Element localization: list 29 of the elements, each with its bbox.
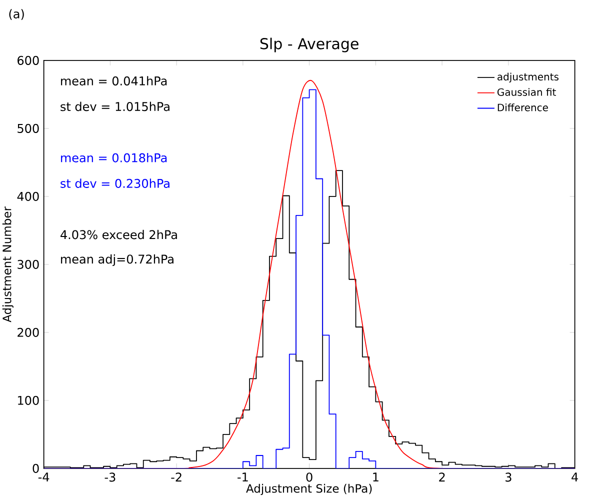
annotation: st dev = 0.230hPa (60, 178, 170, 188)
y-tick-label: 300 (18, 260, 39, 269)
legend-label: adjustments (498, 72, 559, 82)
y-tick-label: 0 (32, 464, 39, 473)
y-tick-label: 400 (17, 192, 39, 201)
x-tick-label: 3 (506, 472, 512, 482)
y-tick-label: 200 (18, 328, 39, 337)
legend-label: Gaussian fit (497, 88, 556, 96)
x-tick-label: 1 (373, 472, 378, 482)
x-tick-label: 0 (306, 472, 312, 482)
chart-title: Slp - Average (260, 38, 358, 52)
x-tick-label: 2 (439, 472, 445, 482)
annotation: mean = 0.041hPa (61, 76, 167, 86)
x-tick-label: -1 (238, 472, 248, 482)
annotation: st dev = 1.015hPa (60, 102, 170, 112)
x-axis-title: Adjustment Size (hPa) (246, 484, 372, 496)
text: (a) (9, 9, 24, 20)
annotation: 4.03% exceed 2hPa (60, 230, 177, 240)
x-tick-label: -3 (104, 472, 116, 482)
legend-label: Difference (498, 104, 548, 112)
y-axis-title: Adjustment Number (2, 206, 14, 322)
x-tick-label: -2 (171, 472, 182, 482)
annotation: mean adj=0.72hPa (61, 254, 174, 266)
x-tick-label: 4 (572, 472, 578, 482)
y-tick-label: 600 (18, 56, 39, 65)
y-tick-label: 100 (18, 396, 39, 405)
y-tick-label: 500 (18, 124, 39, 133)
x-tick-label: -4 (38, 472, 50, 482)
annotation: mean = 0.018hPa (61, 153, 167, 162)
